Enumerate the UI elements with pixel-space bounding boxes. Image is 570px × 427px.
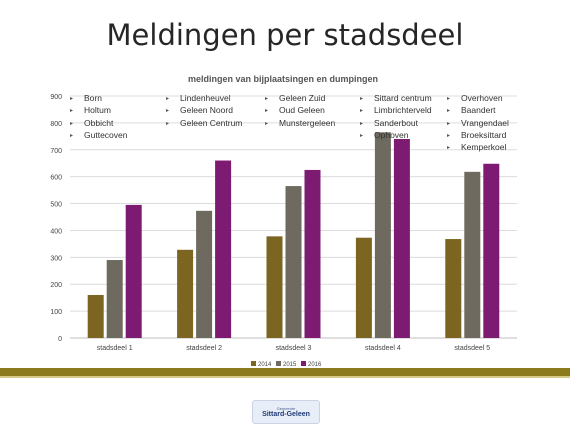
y-tick-label: 200 bbox=[50, 282, 62, 289]
x-tick-label: stadsdeel 1 bbox=[97, 345, 133, 352]
bar bbox=[106, 260, 123, 338]
y-tick-label: 300 bbox=[50, 255, 62, 262]
bar bbox=[304, 169, 321, 338]
x-tick-label: stadsdeel 5 bbox=[454, 345, 490, 352]
district-item: Geleen Noord bbox=[166, 105, 242, 117]
district-list: Sittard centrumLimbrichterveldSanderbout… bbox=[360, 93, 432, 142]
bar bbox=[464, 171, 481, 338]
district-item: Munstergeleen bbox=[265, 118, 335, 130]
bar bbox=[483, 163, 500, 338]
slide-title: Meldingen per stadsdeel bbox=[106, 18, 464, 52]
bar bbox=[445, 239, 462, 338]
footer-bar bbox=[0, 368, 570, 376]
x-tick-label: stadsdeel 3 bbox=[276, 345, 312, 352]
y-tick-label: 800 bbox=[50, 121, 62, 128]
y-tick-label: 0 bbox=[58, 336, 62, 343]
bar bbox=[177, 249, 194, 338]
y-tick-label: 100 bbox=[50, 309, 62, 316]
district-item: Vrangendael bbox=[447, 118, 509, 130]
bar bbox=[125, 204, 142, 338]
municipality-logo: Gemeente Sittard-Geleen bbox=[252, 400, 320, 424]
district-item: Obbicht bbox=[70, 118, 128, 130]
bar bbox=[285, 186, 302, 338]
district-item: Holtum bbox=[70, 105, 128, 117]
district-item: Ophoven bbox=[360, 130, 432, 142]
legend-label: 2015 bbox=[283, 362, 297, 368]
district-list: LindenheuvelGeleen NoordGeleen Centrum bbox=[166, 93, 242, 130]
district-item: Guttecoven bbox=[70, 130, 127, 142]
legend-swatch bbox=[251, 361, 256, 366]
legend-label: 2016 bbox=[308, 362, 322, 368]
district-item: Baandert bbox=[447, 105, 509, 117]
district-item: Born bbox=[70, 93, 128, 105]
logo-name: Sittard-Geleen bbox=[262, 410, 310, 418]
bar bbox=[215, 160, 232, 338]
footer-bar-accent bbox=[0, 376, 570, 378]
bar bbox=[266, 236, 283, 338]
district-list: BornHoltumObbichtGuttecoven bbox=[70, 93, 128, 142]
y-tick-label: 400 bbox=[50, 228, 62, 235]
bar bbox=[87, 294, 104, 338]
chart-title: meldingen van bijplaatsingen en dumpinge… bbox=[188, 74, 378, 84]
district-item: Sanderbout bbox=[360, 118, 432, 130]
logo-top-text: Gemeente bbox=[276, 405, 296, 411]
bar bbox=[355, 237, 372, 338]
district-item: Oud Geleen bbox=[265, 105, 335, 117]
y-tick-label: 700 bbox=[50, 148, 62, 155]
district-item: Broeksittard bbox=[447, 130, 509, 142]
district-list: Geleen ZuidOud GeleenMunstergeleen bbox=[265, 93, 335, 130]
chart-container: meldingen van bijplaatsingen en dumpinge… bbox=[50, 74, 517, 368]
bar bbox=[393, 139, 410, 338]
district-item: Kemperkoel bbox=[447, 142, 509, 154]
y-tick-label: 900 bbox=[50, 94, 62, 101]
legend-swatch bbox=[301, 361, 306, 366]
district-item: Geleen Centrum bbox=[166, 118, 242, 130]
district-item: Lindenheuvel bbox=[166, 93, 242, 105]
y-tick-label: 600 bbox=[50, 175, 62, 182]
district-item: Geleen Zuid bbox=[265, 93, 335, 105]
district-list: OverhovenBaandertVrangendaelBroeksittard… bbox=[447, 93, 509, 154]
x-tick-label: stadsdeel 4 bbox=[365, 345, 401, 352]
y-tick-label: 500 bbox=[50, 202, 62, 209]
bar bbox=[374, 132, 391, 338]
x-tick-label: stadsdeel 2 bbox=[186, 345, 222, 352]
legend-swatch bbox=[276, 361, 281, 366]
district-item: Limbrichterveld bbox=[360, 105, 432, 117]
bar bbox=[196, 210, 213, 338]
district-item: Overhoven bbox=[447, 93, 509, 105]
district-item: Sittard centrum bbox=[360, 93, 432, 105]
bar-chart: meldingen van bijplaatsingen en dumpinge… bbox=[50, 74, 517, 368]
legend-label: 2014 bbox=[258, 362, 272, 368]
